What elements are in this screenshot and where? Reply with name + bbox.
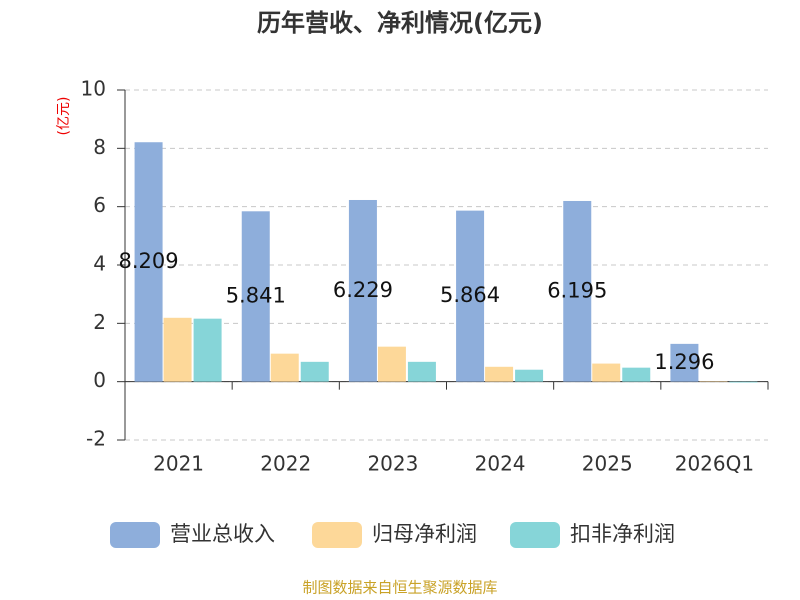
- data-label: 6.195: [547, 278, 607, 302]
- legend-swatch: [510, 522, 560, 548]
- bar: [270, 353, 299, 382]
- bar: [485, 366, 514, 382]
- bar: [241, 211, 270, 382]
- x-tick-label: 2022: [260, 452, 311, 476]
- data-label: 8.209: [119, 249, 179, 273]
- bar: [592, 363, 621, 382]
- bar: [348, 199, 377, 382]
- x-tick-label: 2021: [153, 452, 204, 476]
- bar: [407, 361, 436, 382]
- legend-label: 营业总收入: [170, 522, 275, 546]
- bar: [563, 200, 592, 382]
- y-tick-label: 6: [93, 193, 106, 217]
- bar: [134, 142, 163, 382]
- legend-label: 归母净利润: [372, 522, 477, 546]
- y-axis-label: (亿元): [56, 97, 72, 136]
- data-label: 1.296: [654, 350, 714, 374]
- chart-title: 历年营收、净利情况(亿元): [257, 9, 543, 37]
- y-tick-label: 8: [93, 135, 106, 159]
- y-tick-label: 10: [81, 77, 106, 101]
- legend-swatch: [312, 522, 362, 548]
- source-note: 制图数据来自恒生聚源数据库: [302, 579, 497, 597]
- y-tick-label: 2: [93, 310, 106, 334]
- y-tick-label: -2: [86, 427, 106, 451]
- x-tick-label: 2024: [475, 452, 526, 476]
- bar: [456, 210, 485, 382]
- bar: [670, 343, 699, 382]
- y-tick-label: 0: [93, 368, 106, 392]
- legend-swatch: [110, 522, 160, 548]
- x-tick-label: 2025: [582, 452, 633, 476]
- bar: [515, 369, 544, 382]
- bar: [699, 381, 728, 382]
- bar: [300, 361, 329, 382]
- bar: [729, 381, 758, 383]
- x-tick-label: 2026Q1: [675, 452, 754, 476]
- data-label: 5.864: [440, 283, 500, 307]
- legend-label: 扣非净利润: [570, 522, 675, 546]
- y-tick-label: 4: [93, 252, 106, 276]
- bar: [163, 317, 192, 382]
- bar: [622, 367, 651, 382]
- data-label: 5.841: [226, 283, 286, 307]
- data-label: 6.229: [333, 278, 393, 302]
- bar: [193, 318, 222, 382]
- bar: [377, 346, 406, 382]
- x-tick-label: 2023: [367, 452, 418, 476]
